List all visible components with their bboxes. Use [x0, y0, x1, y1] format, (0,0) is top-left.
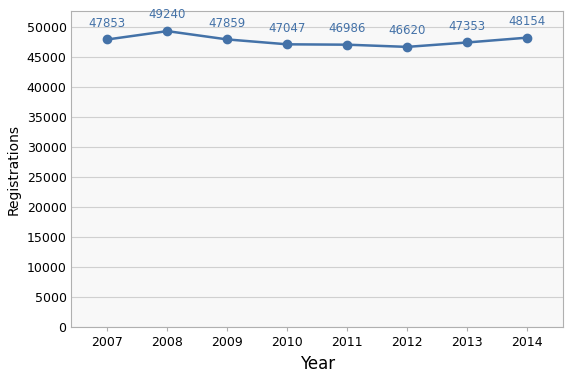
Text: 49240: 49240: [149, 8, 186, 21]
Text: 46986: 46986: [328, 22, 366, 35]
X-axis label: Year: Year: [300, 355, 335, 373]
Text: 46620: 46620: [389, 24, 426, 37]
Y-axis label: Registrations: Registrations: [7, 124, 21, 215]
Text: 47859: 47859: [209, 17, 246, 30]
Text: 48154: 48154: [508, 15, 545, 28]
Text: 47353: 47353: [449, 20, 486, 33]
Text: 47853: 47853: [89, 17, 126, 30]
Text: 47047: 47047: [268, 22, 306, 35]
